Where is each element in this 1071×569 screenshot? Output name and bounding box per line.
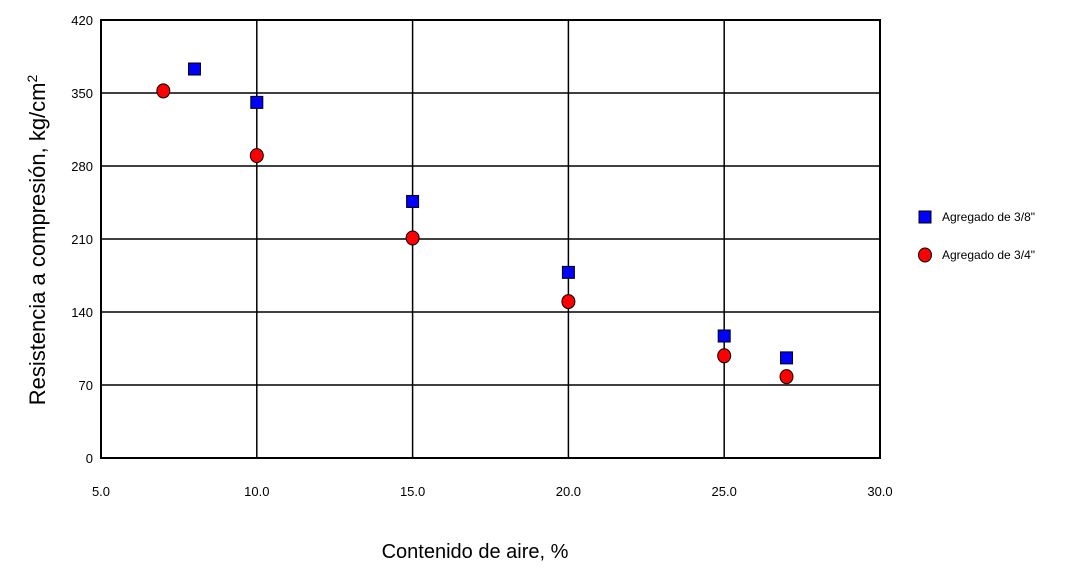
grid <box>100 19 881 459</box>
legend: Agregado de 3/8" Agregado de 3/4" <box>918 210 1035 263</box>
series-2-point <box>779 369 794 385</box>
series-2-point <box>249 148 264 164</box>
y-tick-label: 140 <box>71 305 93 320</box>
y-tick-label: 350 <box>71 86 93 101</box>
x-tick-label: 15.0 <box>400 484 425 499</box>
x-tick-label: 5.0 <box>92 484 110 499</box>
x-axis-title: Contenido de aire, % <box>382 541 569 563</box>
x-tick-label: 25.0 <box>712 484 737 499</box>
series-1-point <box>561 265 575 279</box>
series-2-point <box>156 83 171 99</box>
series-1-point <box>187 62 201 76</box>
x-tick-label: 20.0 <box>556 484 581 499</box>
y-tick-label: 420 <box>71 13 93 28</box>
y-tick-label: 0 <box>86 451 93 466</box>
series-1-point <box>250 95 264 109</box>
x-axis-ticks: 5.0 10.0 15.0 20.0 25.0 30.0 <box>92 484 893 499</box>
legend-label: Agregado de 3/4" <box>942 248 1035 262</box>
legend-square-marker <box>918 210 932 224</box>
plot-area <box>100 19 881 459</box>
data-points <box>156 62 794 385</box>
series-1-point <box>406 194 420 208</box>
legend-circle-marker <box>918 247 932 263</box>
y-axis-ticks: 0 70 140 210 280 350 420 <box>71 13 93 466</box>
x-tick-label: 30.0 <box>867 484 892 499</box>
legend-label: Agregado de 3/8" <box>942 210 1035 224</box>
y-tick-label: 210 <box>71 232 93 247</box>
y-tick-label: 280 <box>71 159 93 174</box>
series-1-point <box>717 329 731 343</box>
series-2-point <box>561 294 576 310</box>
series-2-point <box>405 230 420 246</box>
x-tick-label: 10.0 <box>244 484 269 499</box>
series-2-point <box>717 348 732 364</box>
y-axis-title: Resistencia a compresión, kg/cm2 <box>24 75 50 406</box>
series-1-point <box>780 351 794 365</box>
y-tick-label: 70 <box>79 378 93 393</box>
